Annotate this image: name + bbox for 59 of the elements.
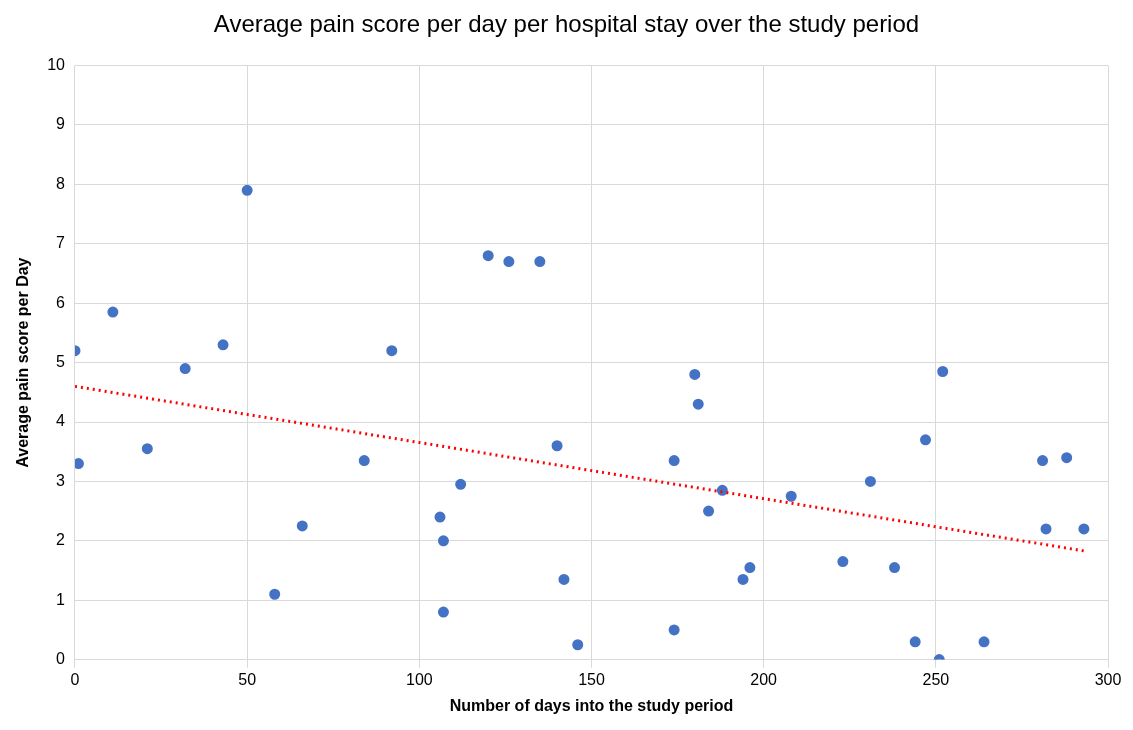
x-tick-label: 50 [238,670,257,688]
point [269,588,281,600]
point [1040,523,1052,535]
y-tick-label: 8 [56,174,66,192]
point [909,636,921,648]
point [1078,523,1090,535]
point [217,339,229,351]
y-axis-title: Average pain score per Day [14,257,32,468]
y-tick-label: 1 [56,590,66,608]
point [703,505,715,517]
point [1037,455,1049,467]
point [358,455,370,467]
y-tick-label: 9 [56,115,66,133]
point [551,440,563,452]
point [141,443,153,455]
point [434,511,446,523]
x-tick-label: 300 [1094,670,1122,688]
point [837,556,849,568]
point [437,606,449,618]
x-tick-label: 100 [405,670,433,688]
point [668,455,680,467]
point [668,624,680,636]
point [455,478,467,490]
point [689,368,701,380]
y-tick-label: 7 [56,234,66,252]
point [241,184,253,196]
point [744,562,756,574]
y-tick-label: 3 [56,471,66,489]
point [864,475,876,487]
point [179,363,191,375]
point [482,250,494,262]
point [107,306,119,318]
x-tick-label: 0 [70,670,80,688]
point [296,520,308,532]
point [572,639,584,651]
point [785,490,797,502]
point [692,398,704,410]
x-tick-label: 250 [922,670,950,688]
point [1061,452,1073,464]
x-tick-label: 150 [578,670,605,688]
point [937,366,949,378]
point [503,256,515,268]
x-axis-title: Number of days into the study period [449,696,734,714]
y-tick-label: 10 [47,56,66,74]
x-tick-label: 200 [750,670,778,688]
y-tick-label: 5 [56,353,66,371]
point [737,573,749,585]
point [889,562,901,574]
chart-title: Average pain score per day per hospital stay over the study period [212,9,921,39]
y-tick-label: 6 [56,293,66,311]
point [920,434,931,446]
point [978,636,990,648]
point [534,256,546,268]
point [386,345,398,357]
point [437,535,449,547]
point [558,573,570,585]
y-tick-label: 2 [56,531,66,549]
y-tick-label: 4 [56,412,66,430]
y-tick-label: 0 [56,650,66,668]
